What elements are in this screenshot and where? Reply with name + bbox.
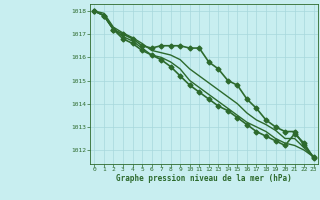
X-axis label: Graphe pression niveau de la mer (hPa): Graphe pression niveau de la mer (hPa) (116, 174, 292, 183)
